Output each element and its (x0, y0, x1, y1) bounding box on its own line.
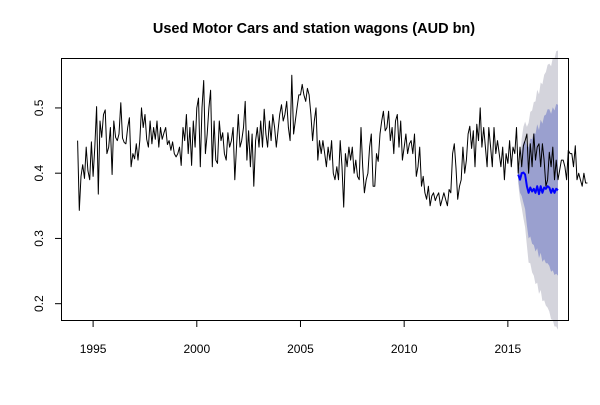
x-axis: 1995 2000 2005 2010 2015 (80, 320, 522, 356)
y-tick-label: 0.5 (32, 99, 46, 116)
y-tick-label: 0.2 (32, 295, 46, 312)
y-tick-label: 0.4 (32, 165, 46, 182)
forecast-series-line (517, 171, 559, 196)
x-tick-label: 2010 (391, 342, 418, 356)
x-tick-label: 2000 (183, 342, 210, 356)
y-axis: 0.2 0.3 0.4 0.5 (32, 99, 62, 312)
y-tick-label: 0.3 (32, 230, 46, 247)
series-lines (77, 74, 588, 211)
x-tick-label: 1995 (80, 342, 107, 356)
x-tick-label: 2005 (287, 342, 314, 356)
observed-series-line (77, 74, 588, 211)
x-tick-label: 2015 (495, 342, 522, 356)
chart-title: Used Motor Cars and station wagons (AUD … (153, 21, 475, 37)
plot-frame (61, 58, 569, 321)
